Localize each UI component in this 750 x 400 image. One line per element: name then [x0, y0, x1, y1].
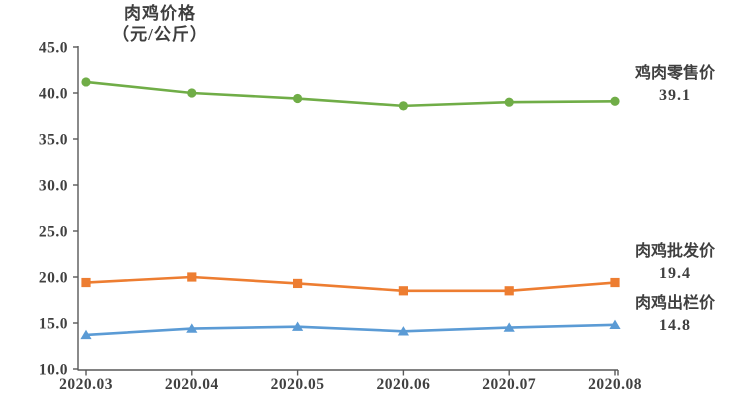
series-label-wholesale-name: 肉鸡批发价: [634, 243, 715, 260]
x-axis-tick-label: 2020.04: [165, 376, 219, 393]
series-line-1: [84, 275, 617, 293]
chart-title: 肉鸡价格 （元/公斤）: [95, 3, 225, 45]
series-2-marker-4: [503, 322, 515, 332]
y-axis-tick-label: 35.0: [39, 132, 68, 149]
series-0-marker-1: [187, 88, 197, 98]
series-2-marker-2: [292, 321, 304, 331]
chart-title-line1: 肉鸡价格: [124, 4, 196, 23]
x-axis-tick-label: 2020.05: [271, 376, 325, 393]
series-0-marker-3: [398, 101, 408, 111]
series-2-marker-5: [609, 319, 621, 330]
series-2-marker-3: [397, 326, 409, 336]
chart-title-line2: （元/公斤）: [112, 25, 208, 44]
series-2-marker-0: [80, 329, 92, 340]
x-axis-tick-label: 2020.07: [482, 376, 536, 393]
x-axis-tick-label: 2020.03: [59, 376, 113, 393]
series-label-wholesale-value: 19.4: [659, 265, 691, 282]
series-0-marker-0: [81, 77, 91, 87]
y-axis-tick-label: 25.0: [39, 224, 68, 241]
series-label-retail: 鸡肉零售价 39.1: [616, 63, 734, 107]
series-1-marker-5: [610, 277, 620, 288]
y-axis-tick-label: 15.0: [39, 316, 68, 333]
series-1-marker-3: [398, 286, 408, 296]
y-axis-tick-label: 30.0: [39, 178, 68, 195]
series-label-farmgate-name: 肉鸡出栏价: [634, 295, 715, 312]
series-line-2: [84, 323, 617, 337]
x-axis-tick-label: 2020.08: [588, 376, 642, 393]
series-line-0: [84, 80, 617, 108]
series-2-marker-1: [186, 323, 198, 333]
y-axis-tick-label: 10.0: [39, 362, 68, 379]
series-1-marker-1: [187, 272, 197, 282]
series-1-marker-0: [81, 277, 91, 288]
series-label-farmgate: 肉鸡出栏价 14.8: [616, 293, 734, 337]
series-1-marker-4: [504, 286, 514, 296]
y-axis-tick-label: 40.0: [39, 86, 68, 103]
series-0-marker-2: [293, 93, 303, 104]
series-1-marker-2: [293, 278, 303, 289]
series-label-wholesale: 肉鸡批发价 19.4: [616, 241, 734, 285]
x-axis-tick-label: 2020.06: [376, 376, 430, 393]
series-label-farmgate-value: 14.8: [659, 317, 691, 334]
y-axis-tick-label: 45.0: [39, 40, 68, 57]
series-0-marker-4: [504, 97, 514, 107]
series-label-retail-name: 鸡肉零售价: [634, 65, 715, 82]
y-axis-tick-label: 20.0: [39, 270, 68, 287]
series-0-marker-5: [610, 96, 620, 106]
series-label-retail-value: 39.1: [659, 87, 691, 104]
